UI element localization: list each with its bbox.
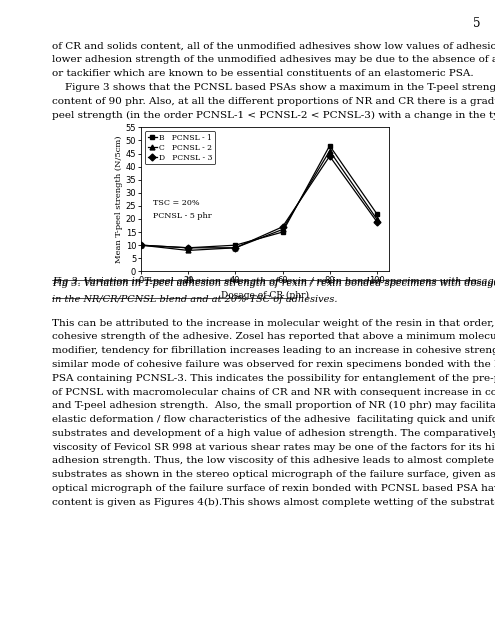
Text: modifier, tendency for fibrillation increases leading to an increase in cohesive: modifier, tendency for fibrillation incr… [52, 346, 495, 355]
Text: of CR and solids content, all of the unmodified adhesives show low values of adh: of CR and solids content, all of the unm… [52, 42, 495, 51]
Text: in the NR/CR/PCNSL blend and at 20% TSC of adhesives.: in the NR/CR/PCNSL blend and at 20% TSC … [52, 296, 338, 305]
Text: This can be attributed to the increase in molecular weight of the resin in that : This can be attributed to the increase i… [52, 319, 495, 328]
Text: TSC = 20%: TSC = 20% [153, 200, 200, 207]
Text: elastic deformation / flow characteristics of the adhesive  facilitating quick a: elastic deformation / flow characteristi… [52, 415, 495, 424]
Text: optical micrograph of the failure surface of rexin bonded with PCNSL based PSA h: optical micrograph of the failure surfac… [52, 484, 495, 493]
Text: Fig 3. Variation in T-peel adhesion strength of rexin / rexin bonded specimens w: Fig 3. Variation in T-peel adhesion stre… [52, 277, 495, 286]
Text: of PCNSL with macromolecular chains of CR and NR with consequent increase in coh: of PCNSL with macromolecular chains of C… [52, 387, 495, 397]
Text: PCNSL - 5 phr: PCNSL - 5 phr [153, 212, 212, 220]
Text: Figure 3 shows that the PCNSL based PSAs show a maximum in the T-peel strength a: Figure 3 shows that the PCNSL based PSAs… [52, 83, 495, 92]
Text: and T-peel adhesion strength.  Also, the small proportion of NR (10 phr) may fac: and T-peel adhesion strength. Also, the … [52, 401, 495, 410]
Text: substrates as shown in the stereo optical micrograph of the failure surface, giv: substrates as shown in the stereo optica… [52, 470, 495, 479]
Text: cohesive strength of the adhesive. Zosel has reported that above a minimum molec: cohesive strength of the adhesive. Zosel… [52, 333, 495, 342]
Text: Fig 3. Variation in T-peel adhesion strength of rexin / rexin bonded specimens w: Fig 3. Variation in T-peel adhesion stre… [52, 279, 495, 288]
Legend: B   PCNSL - 1, C   PCNSL - 2, D   PCNSL - 3: B PCNSL - 1, C PCNSL - 2, D PCNSL - 3 [145, 131, 215, 164]
X-axis label: Dosage of CR (phr): Dosage of CR (phr) [221, 291, 309, 300]
Text: substrates and development of a high value of adhesion strength. The comparative: substrates and development of a high val… [52, 429, 495, 438]
Y-axis label: Mean T-peel strength (N/5cm): Mean T-peel strength (N/5cm) [115, 136, 123, 263]
Text: 5: 5 [473, 17, 480, 30]
Text: PSA containing PCNSL-3. This indicates the possibility for entanglement of the p: PSA containing PCNSL-3. This indicates t… [52, 374, 495, 383]
Text: adhesion strength. Thus, the low viscosity of this adhesive leads to almost comp: adhesion strength. Thus, the low viscosi… [52, 456, 495, 465]
Text: content is given as Figures 4(b).This shows almost complete wetting of the subst: content is given as Figures 4(b).This sh… [52, 498, 495, 507]
Text: or tackifier which are known to be essential constituents of an elastomeric PSA.: or tackifier which are known to be essen… [52, 69, 474, 78]
Text: similar mode of cohesive failure was observed for rexin specimens bonded with th: similar mode of cohesive failure was obs… [52, 360, 495, 369]
Text: lower adhesion strength of the unmodified adhesives may be due to the absence of: lower adhesion strength of the unmodifie… [52, 55, 495, 65]
Text: content of 90 phr. Also, at all the different proportions of NR and CR there is : content of 90 phr. Also, at all the diff… [52, 97, 495, 106]
Text: peel strength (in the order PCNSL-1 < PCNSL-2 < PCNSL-3) with a change in the ty: peel strength (in the order PCNSL-1 < PC… [52, 110, 495, 120]
Text: viscosity of Fevicol SR 998 at various shear rates may be one of the factors for: viscosity of Fevicol SR 998 at various s… [52, 443, 495, 452]
